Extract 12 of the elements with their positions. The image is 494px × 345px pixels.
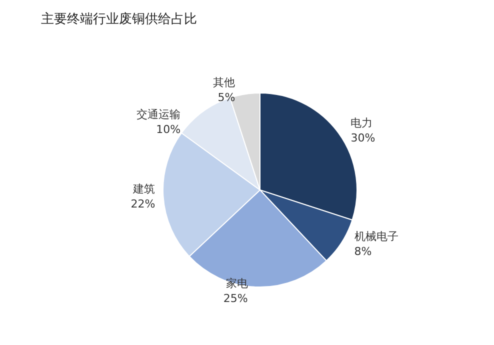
slice-label: 其他 xyxy=(213,76,236,90)
data-label: 10% xyxy=(156,123,181,136)
data-label: 8% xyxy=(354,245,372,258)
data-label: 5% xyxy=(218,91,236,104)
data-label: 30% xyxy=(350,132,376,145)
slice-label: 机械电子 xyxy=(354,230,398,244)
data-label: 22% xyxy=(130,197,156,210)
slice-label: 建筑 xyxy=(132,182,156,196)
chart-title: 主要终端行业废铜供给占比 xyxy=(41,11,197,27)
data-label: 25% xyxy=(223,292,248,305)
slice-label: 交通运输 xyxy=(136,108,181,122)
slice-label: 电力 xyxy=(350,116,373,130)
